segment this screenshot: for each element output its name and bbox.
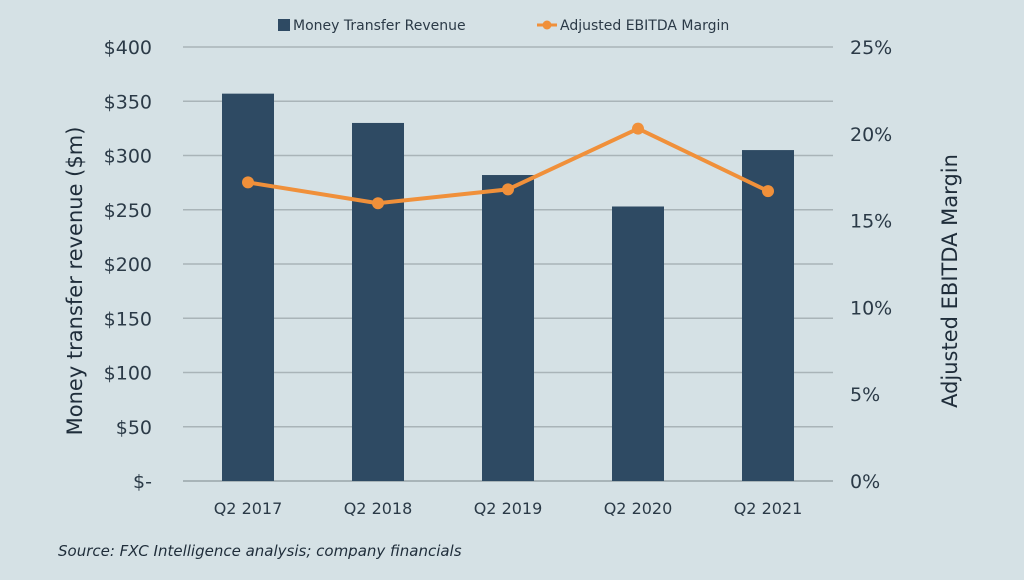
bar-q2-2019 — [482, 175, 534, 481]
y-axis-title-right: Adjusted EBITDA Margin — [938, 154, 962, 408]
y-tick-label-right: 5% — [850, 384, 880, 406]
y-tick-label-left: $- — [133, 471, 152, 493]
legend: Money Transfer Revenue Adjusted EBITDA M… — [278, 18, 729, 34]
margin-point — [502, 183, 514, 196]
y-axis-title-left: Money transfer revenue ($m) — [63, 127, 87, 436]
bar-q2-2017 — [222, 93, 274, 481]
y-tick-label-right: 15% — [850, 211, 892, 233]
margin-point — [372, 197, 384, 210]
bar-q2-2018 — [352, 122, 404, 481]
y-tick-label-left: $350 — [104, 91, 152, 113]
y-tick-label-left: $250 — [104, 200, 152, 222]
bars — [222, 93, 794, 481]
y-tick-label-left: $100 — [104, 363, 152, 385]
category-labels: Q2 2017 Q2 2018 Q2 2019 Q2 2020 Q2 2021 — [214, 499, 803, 518]
y-tick-label-left: $400 — [104, 37, 152, 59]
bar-q2-2021 — [742, 150, 794, 481]
y-tick-label-right: 10% — [850, 297, 892, 319]
legend-swatch-revenue — [278, 19, 290, 31]
right-axis-ticks: 0% 5% 10% 15% 20% 25% — [850, 37, 892, 493]
legend-label-revenue: Money Transfer Revenue — [293, 18, 466, 34]
margin-point — [242, 176, 254, 189]
margin-line — [242, 122, 774, 210]
x-tick-label: Q2 2018 — [344, 499, 413, 518]
source-note: Source: FXC Intelligence analysis; compa… — [58, 542, 462, 560]
bar-q2-2020 — [612, 206, 664, 481]
y-tick-label-right: 20% — [850, 124, 892, 146]
y-tick-label-left: $300 — [104, 146, 152, 168]
y-tick-label-left: $50 — [116, 417, 152, 439]
y-tick-label-left: $200 — [104, 254, 152, 276]
y-tick-label-left: $150 — [104, 308, 152, 330]
legend-swatch-margin-marker — [542, 20, 552, 30]
x-tick-label: Q2 2019 — [474, 499, 543, 518]
y-tick-label-right: 0% — [850, 471, 880, 493]
x-tick-label: Q2 2017 — [214, 499, 283, 518]
legend-label-margin: Adjusted EBITDA Margin — [560, 18, 729, 34]
left-axis-ticks: $- $50 $100 $150 $200 $250 $300 $350 $400 — [104, 37, 152, 493]
y-tick-label-right: 25% — [850, 37, 892, 59]
margin-point — [632, 122, 644, 135]
x-tick-label: Q2 2021 — [734, 499, 803, 518]
x-tick-label: Q2 2020 — [604, 499, 673, 518]
margin-point — [762, 185, 774, 198]
